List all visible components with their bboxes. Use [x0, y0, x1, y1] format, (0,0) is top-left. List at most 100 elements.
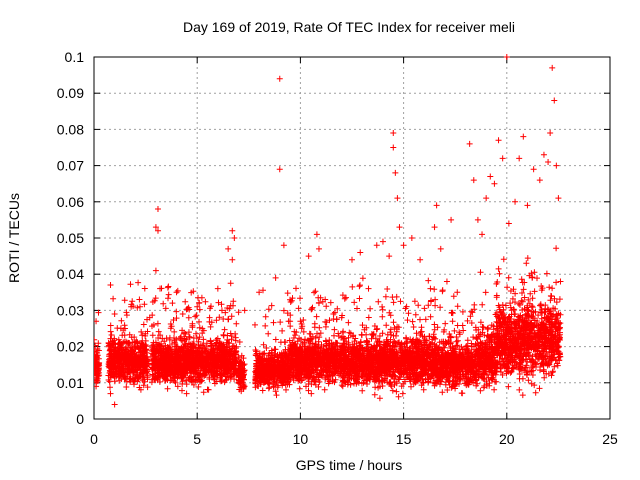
roti-cloud-point: [144, 372, 151, 379]
roti-cloud-point: [404, 317, 411, 324]
roti-cloud-point: [116, 371, 123, 378]
roti-cloud-point: [220, 332, 227, 339]
roti-cloud-point: [351, 299, 358, 306]
roti-cloud-point: [134, 304, 141, 311]
roti-cloud-point: [152, 295, 159, 302]
roti-cloud-point: [228, 313, 235, 320]
roti-cloud-point: [111, 373, 118, 380]
roti-cloud-point: [259, 387, 266, 394]
roti-cloud-point: [306, 330, 313, 337]
roti-cloud-point: [390, 319, 397, 326]
roti-cloud-point: [349, 283, 356, 290]
roti-cloud-point: [139, 332, 146, 339]
roti-cloud-point: [359, 387, 366, 394]
y-tick-label: 0.07: [57, 158, 84, 174]
x-tick-label: 10: [293, 431, 309, 447]
roti-cloud-point: [168, 377, 175, 383]
roti-cloud-point: [144, 384, 151, 391]
roti-cloud-point: [143, 367, 150, 373]
roti-cloud-point: [116, 340, 123, 346]
roti-cloud-point: [139, 356, 146, 363]
roti-cloud-point: [364, 338, 371, 345]
roti-cloud-point: [308, 390, 315, 397]
roti-cloud-point: [126, 340, 133, 347]
roti-cloud-point: [106, 351, 113, 358]
roti-cloud-point: [399, 390, 406, 397]
roti-cloud-point: [106, 341, 113, 348]
roti-cloud-point: [132, 357, 139, 364]
roti-cloud-point: [149, 371, 156, 378]
roti-cloud-point: [173, 308, 180, 315]
roti-cloud-point: [410, 324, 417, 330]
roti-cloud-point: [372, 384, 379, 391]
roti-cloud-point: [357, 282, 363, 289]
roti-cloud-point: [141, 285, 148, 292]
roti-cloud-point: [387, 326, 394, 333]
roti-cloud-point: [136, 373, 143, 380]
roti-cloud-point: [196, 306, 203, 313]
roti-cloud-point: [383, 322, 390, 329]
roti-cloud-point: [121, 369, 128, 376]
roti-cloud-point: [297, 295, 303, 302]
roti-cloud-point: [232, 337, 239, 344]
roti-cloud-point: [121, 297, 128, 304]
roti-cloud-point: [425, 277, 432, 284]
roti-cloud-point: [236, 339, 243, 345]
roti-cloud-point: [412, 311, 419, 318]
roti-cloud-point: [292, 332, 299, 339]
roti-cloud-point: [123, 309, 130, 316]
roti-cloud-point: [94, 336, 98, 343]
roti-cloud-point: [265, 330, 272, 337]
roti-cloud-point: [141, 378, 148, 385]
roti-cloud-point: [327, 299, 334, 306]
roti-cloud-point: [313, 313, 320, 320]
roti-cloud-point: [221, 326, 228, 333]
roti-cloud-point: [263, 345, 270, 351]
roti-cloud-point: [127, 281, 134, 288]
roti-cloud-point: [317, 330, 324, 337]
roti-cloud-point: [405, 310, 412, 317]
roti-cloud-point: [95, 340, 102, 347]
roti-cloud-point: [367, 305, 374, 312]
roti-cloud-point: [323, 303, 330, 310]
roti-cloud-point: [143, 358, 150, 365]
roti-cloud-point: [356, 283, 363, 290]
roti-cloud-point: [421, 305, 428, 312]
roti-cloud-point: [127, 344, 134, 351]
roti-cloud-point: [411, 298, 418, 305]
roti-cloud-point: [136, 363, 143, 370]
roti-cloud-point: [225, 316, 232, 323]
roti-cloud-point: [356, 295, 363, 302]
roti-cloud-point: [375, 298, 382, 305]
roti-cloud-point: [141, 301, 148, 308]
roti-cloud-point: [108, 357, 115, 364]
roti-cloud-point: [154, 320, 161, 327]
roti-cloud-point: [202, 298, 209, 305]
roti-cloud-point: [118, 355, 125, 362]
roti-cloud-point: [262, 322, 269, 329]
tick-layer: 00.010.020.030.040.050.060.070.080.090.1…: [57, 49, 618, 447]
roti-cloud-point: [272, 346, 279, 353]
roti-cloud-point: [94, 342, 99, 349]
roti-cloud-point: [227, 280, 234, 287]
roti-cloud-point: [108, 332, 115, 338]
roti-cloud-point: [213, 317, 220, 324]
x-tick-label: 5: [193, 431, 201, 447]
y-tick-label: 0.08: [57, 121, 84, 137]
roti-cloud-point: [137, 303, 143, 310]
roti-cloud-point: [134, 378, 141, 385]
roti-cloud-point: [331, 326, 338, 333]
roti-cloud-point: [183, 390, 190, 397]
roti-cloud-point: [345, 319, 352, 326]
roti-cloud-point: [94, 364, 99, 371]
roti-cloud-point: [228, 333, 235, 340]
roti-cloud-point: [133, 360, 140, 367]
roti-cloud-point: [311, 289, 318, 296]
roti-cloud-point: [129, 361, 136, 368]
roti-cloud-point: [114, 351, 121, 358]
roti-cloud-point: [122, 373, 129, 380]
roti-cloud-point: [131, 381, 137, 388]
roti-cloud-point: [393, 293, 400, 300]
roti-cloud-point: [135, 345, 142, 352]
